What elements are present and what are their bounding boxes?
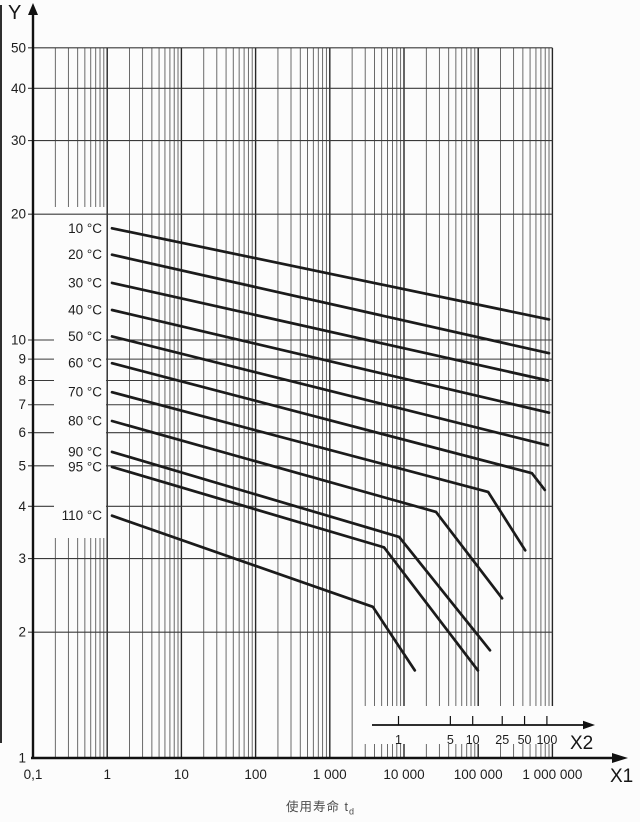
y-axis-title: Y [8, 2, 22, 24]
y-tick-label: 20 [11, 207, 26, 222]
temp-curve [110, 419, 504, 600]
y-tick-label: 10 [11, 333, 26, 348]
x1-tick-label: 10 [174, 767, 189, 782]
y-tick-label: 7 [18, 397, 26, 412]
curve-label-backplate [54, 207, 106, 538]
x1-axis-arrow-icon [612, 753, 628, 763]
y-tick-label: 8 [18, 373, 26, 388]
x2-tick-label: 50 [518, 733, 532, 747]
temp-curve [110, 281, 550, 382]
y-tick-label: 6 [18, 425, 26, 440]
temp-curve [110, 450, 492, 652]
y-tick-label: 30 [11, 133, 26, 148]
x2-axis-arrow-icon [583, 720, 595, 730]
x1-tick-label: 100 000 [454, 767, 503, 782]
x1-tick-label: 1 000 000 [522, 767, 582, 782]
temp-curve-label: 30 °C [68, 275, 102, 290]
y-tick-label: 9 [18, 352, 26, 367]
temp-curve [110, 514, 417, 672]
temp-curve-label: 95 °C [68, 459, 102, 474]
temp-curve-label: 50 °C [68, 329, 102, 344]
temp-curve-label: 10 °C [68, 221, 102, 236]
y-tick-label: 3 [18, 551, 26, 566]
service-life-text: 使用寿命 [286, 800, 341, 814]
temp-curve-label: 40 °C [68, 302, 102, 317]
x1-tick-label: 1 000 [313, 767, 347, 782]
y-tick-label: 4 [18, 499, 26, 514]
temp-curve-label: 60 °C [68, 356, 102, 371]
x1-tick-label: 10 000 [383, 767, 424, 782]
temp-curve [110, 335, 550, 447]
temp-curve [110, 465, 480, 672]
x2-tick-label: 100 [536, 733, 557, 747]
x1-tick-label: 100 [244, 767, 267, 782]
x2-tick-label: 25 [495, 733, 509, 747]
life-symbol-subscript: d [348, 806, 354, 817]
temp-curve-label: 20 °C [68, 247, 102, 262]
temp-curve [110, 361, 547, 492]
x2-tick-label: 10 [466, 733, 480, 747]
y-tick-label: 50 [11, 40, 26, 55]
temp-curve [110, 253, 551, 355]
temp-curve [110, 226, 551, 321]
service-life-caption: 使用寿命 td [235, 796, 405, 817]
temp-curve-label: 90 °C [68, 444, 102, 459]
y-axis-arrow-icon [28, 3, 38, 15]
temp-curve [110, 308, 551, 415]
y-tick-label: 5 [18, 458, 26, 473]
y-tick-label: 1 [18, 751, 26, 766]
x2-tick-label: 5 [447, 733, 454, 747]
x1-tick-label: 1 [103, 767, 111, 782]
x1-tick-label: 0,1 [24, 767, 43, 782]
x2-tick-label: 1 [395, 733, 402, 747]
temp-curve-label: 80 °C [68, 414, 102, 429]
x1-axis-title: X1 [610, 766, 634, 787]
x2-axis-title: X2 [570, 733, 594, 754]
temp-curve-label: 110 °C [62, 508, 103, 523]
y-tick-label: 2 [18, 625, 26, 640]
y-tick-label: 40 [11, 81, 26, 96]
temp-curve-label: 70 °C [68, 385, 102, 400]
scan-edge-artifact [0, 5, 2, 743]
life-symbol: t [344, 800, 349, 814]
temp-curve [110, 390, 527, 552]
